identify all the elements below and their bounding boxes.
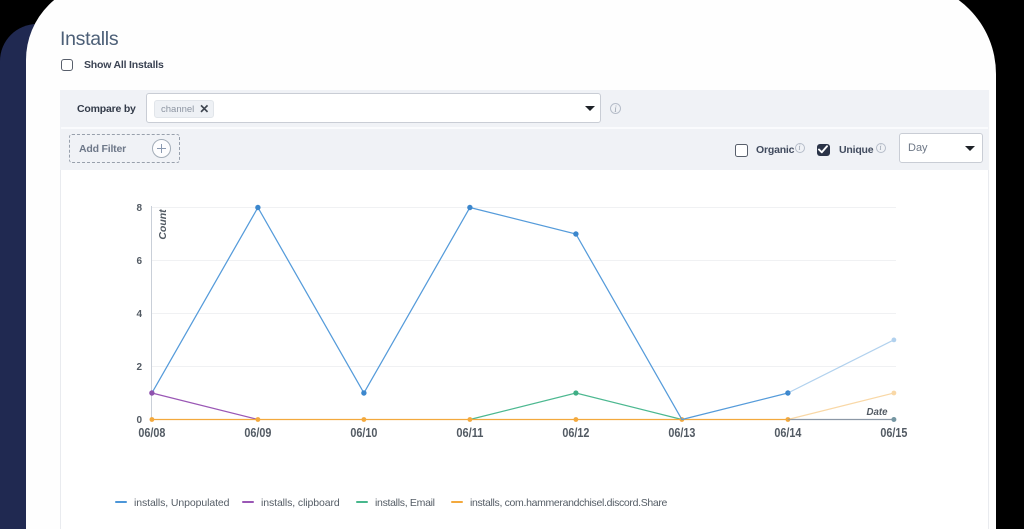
svg-text:06/09: 06/09 xyxy=(244,426,271,440)
svg-text:Count: Count xyxy=(157,209,169,240)
svg-text:06/08: 06/08 xyxy=(138,426,165,440)
svg-text:06/10: 06/10 xyxy=(350,426,377,440)
svg-text:6: 6 xyxy=(136,256,142,267)
svg-text:06/12: 06/12 xyxy=(562,426,589,440)
svg-text:06/15: 06/15 xyxy=(880,426,907,440)
svg-text:06/13: 06/13 xyxy=(668,426,695,440)
svg-text:2: 2 xyxy=(136,362,142,373)
svg-text:06/11: 06/11 xyxy=(456,426,483,440)
svg-text:0: 0 xyxy=(136,415,142,426)
svg-text:Date: Date xyxy=(867,407,889,418)
svg-text:8: 8 xyxy=(136,203,142,214)
svg-text:06/14: 06/14 xyxy=(774,426,801,440)
svg-text:4: 4 xyxy=(136,309,142,320)
